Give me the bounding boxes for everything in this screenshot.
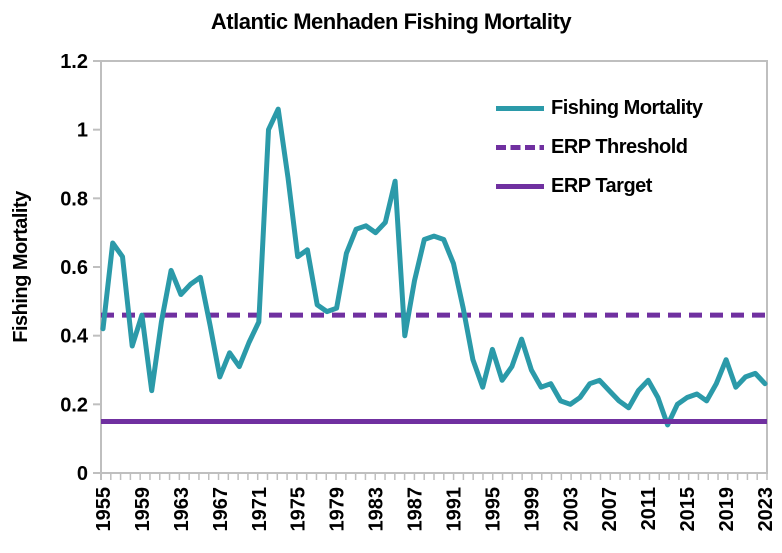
y-axis-tick-label: 0.8	[60, 188, 88, 210]
x-axis-tick-label: 1955	[93, 487, 115, 532]
x-axis-tick-label: 1967	[210, 487, 232, 532]
x-axis-tick-label: 2015	[677, 487, 699, 532]
x-axis-tick-label: 1983	[366, 487, 388, 532]
x-axis-tick-label: 1959	[132, 487, 154, 532]
x-axis-tick-label: 2007	[599, 487, 621, 532]
legend-label: ERP Threshold	[551, 136, 688, 158]
erp-threshold-dashed-line-swatch-icon	[496, 145, 544, 150]
x-axis-tick-label: 1971	[249, 487, 271, 532]
legend-item-fishing-mortality: Fishing Mortality	[496, 89, 703, 128]
fishing-mortality-line	[100, 106, 768, 428]
x-axis-tick-label: 1995	[482, 487, 504, 532]
x-axis-tick-label: 2011	[638, 487, 660, 530]
legend-label: ERP Target	[551, 175, 652, 197]
y-axis-tick-label: 0.6	[60, 257, 88, 279]
x-axis-tick-label: 2019	[716, 487, 738, 532]
x-axis-tick-label: 2023	[755, 487, 777, 532]
legend-label: Fishing Mortality	[551, 97, 703, 119]
legend-item-erp-target: ERP Target	[496, 167, 703, 206]
x-axis-tick-label: 1999	[521, 487, 543, 532]
legend-item-erp-threshold: ERP Threshold	[496, 128, 703, 167]
fishing-mortality-line-swatch-icon	[496, 106, 544, 111]
x-axis-tick-label: 1963	[171, 487, 193, 532]
legend: Fishing Mortality ERP Threshold ERP Targ…	[496, 89, 703, 206]
y-axis-tick-label: 0.2	[60, 394, 88, 416]
y-axis-tick-label: 0.4	[60, 326, 89, 348]
x-axis-tick-label: 1975	[288, 487, 310, 532]
chart-title: Atlantic Menhaden Fishing Mortality	[210, 9, 572, 34]
x-axis-tick-label: 1979	[327, 487, 349, 532]
x-axis-tick-label: 2003	[560, 487, 582, 532]
x-axis-tick-label: 1991	[443, 487, 465, 532]
erp-target-line-swatch-icon	[496, 184, 544, 189]
y-axis-tick-label: 0	[77, 463, 88, 485]
y-axis-tick-label: 1.2	[60, 51, 88, 73]
x-axis-tick-label: 1987	[405, 487, 427, 532]
y-axis-tick-label: 1	[77, 120, 88, 142]
